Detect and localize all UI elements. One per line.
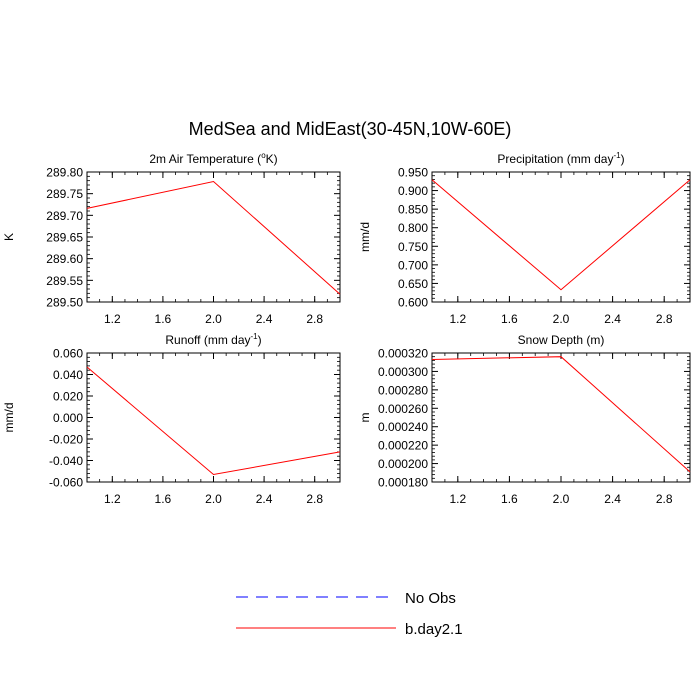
x-tick-label: 2.4 xyxy=(256,492,273,506)
panel-title-tail: ) xyxy=(621,152,625,166)
x-tick-label: 1.2 xyxy=(449,492,466,506)
x-tick-label: 2.0 xyxy=(553,312,570,326)
y-tick-label: 0.000280 xyxy=(378,383,428,397)
y-tick-label: 0.700 xyxy=(398,258,428,272)
y-axis-label: m xyxy=(358,413,372,423)
y-tick-label: 289.60 xyxy=(46,252,83,266)
series-line-b-day2-1 xyxy=(86,366,341,476)
y-axis-label: mm/d xyxy=(358,222,372,252)
y-tick-label: 289.80 xyxy=(46,166,83,180)
x-tick-label: 2.8 xyxy=(306,312,323,326)
y-tick-label: 0.040 xyxy=(53,368,83,382)
legend-label-no-obs: No Obs xyxy=(405,590,456,607)
panel-title: 2m Air Temperature (oK) xyxy=(149,151,277,166)
y-tick-label: 0.000220 xyxy=(378,439,428,453)
x-tick-label: 2.8 xyxy=(306,492,323,506)
panel-3: 1.2 1.6 2.0 2.4 2.8 0.000180 0.000200 0.000220 0… xyxy=(358,333,691,506)
y-tick-label: 0.950 xyxy=(398,166,428,180)
panel-2: 1.2 1.6 2.0 2.4 2.8 -0.060 -0.040 -0.020 0.000 0.… xyxy=(2,332,341,506)
y-tick-label: 0.800 xyxy=(398,221,428,235)
y-tick-label: 0.000320 xyxy=(378,347,428,361)
panel-title-superscript: -1 xyxy=(251,332,259,341)
panel-title-text: Snow Depth (m) xyxy=(518,333,605,347)
legend: No Obs b.day2.1 xyxy=(236,590,463,638)
y-tick-label: 0.750 xyxy=(398,240,428,254)
y-tick-label: -0.040 xyxy=(49,454,83,468)
y-tick-label: -0.020 xyxy=(49,433,83,447)
panel-title-tail: ) xyxy=(258,333,262,347)
y-tick-label: 0.000260 xyxy=(378,402,428,416)
y-tick-label: 0.650 xyxy=(398,277,428,291)
panel-title-text: Precipitation (mm day xyxy=(497,152,613,166)
y-tick-label: 0.600 xyxy=(398,296,428,310)
x-tick-label: 1.2 xyxy=(104,312,121,326)
x-tick-label: 1.2 xyxy=(104,492,121,506)
plot-frame xyxy=(431,171,691,303)
y-tick-label: -0.060 xyxy=(49,476,83,490)
y-tick-label: 289.55 xyxy=(46,274,83,288)
panels-group: 1.2 1.6 2.0 2.4 2.8 289.50 289.55 289.60 289.65 2… xyxy=(2,151,691,506)
series-line-b-day2-1 xyxy=(431,179,691,291)
x-tick-label: 2.8 xyxy=(656,492,673,506)
y-tick-label: 0.000200 xyxy=(378,457,428,471)
y-tick-label: 289.50 xyxy=(46,296,83,310)
plot-frame xyxy=(431,352,691,483)
x-tick-label: 1.6 xyxy=(155,492,172,506)
x-tick-label: 1.6 xyxy=(501,492,518,506)
y-tick-label: 0.000240 xyxy=(378,420,428,434)
panel-title-superscript: o xyxy=(261,151,266,160)
panel-title: Runoff (mm day-1) xyxy=(165,332,261,347)
y-tick-label: 0.000 xyxy=(53,411,83,425)
x-tick-label: 2.8 xyxy=(656,312,673,326)
panel-title: Snow Depth (m) xyxy=(518,333,605,347)
x-tick-label: 1.6 xyxy=(155,312,172,326)
panel-0: 1.2 1.6 2.0 2.4 2.8 289.50 289.55 289.60 289.65 2… xyxy=(2,151,341,326)
y-tick-label: 0.060 xyxy=(53,347,83,361)
y-tick-label: 289.75 xyxy=(46,187,83,201)
panel-title-tail: K) xyxy=(266,152,278,166)
x-tick-label: 1.2 xyxy=(449,312,466,326)
y-tick-label: 0.000180 xyxy=(378,476,428,490)
y-axis-label: mm/d xyxy=(2,403,16,433)
series-line-b-day2-1 xyxy=(431,356,691,473)
y-tick-label: 0.900 xyxy=(398,184,428,198)
x-tick-label: 2.4 xyxy=(604,312,621,326)
panel-title-text: 2m Air Temperature ( xyxy=(149,152,261,166)
y-tick-label: 0.850 xyxy=(398,203,428,217)
panel-title-text: Runoff (mm day xyxy=(165,333,250,347)
x-tick-label: 2.4 xyxy=(604,492,621,506)
panel-title: Precipitation (mm day-1) xyxy=(497,151,624,166)
panel-title-superscript: -1 xyxy=(613,151,621,160)
y-tick-label: 289.65 xyxy=(46,231,83,245)
x-tick-label: 2.0 xyxy=(205,492,222,506)
panel-1: 1.2 1.6 2.0 2.4 2.8 0.600 0.650 0.700 0.750 0.800… xyxy=(358,151,691,326)
figure-title: MedSea and MidEast(30-45N,10W-60E) xyxy=(189,119,512,139)
x-tick-label: 1.6 xyxy=(501,312,518,326)
x-tick-label: 2.0 xyxy=(205,312,222,326)
plot-frame xyxy=(86,352,341,483)
y-axis-label: K xyxy=(2,233,16,241)
series-line-b-day2-1 xyxy=(86,180,341,295)
plot-frame xyxy=(86,171,341,303)
y-tick-label: 289.70 xyxy=(46,209,83,223)
x-tick-label: 2.4 xyxy=(256,312,273,326)
x-tick-label: 2.0 xyxy=(553,492,570,506)
y-tick-label: 0.000300 xyxy=(378,365,428,379)
y-tick-label: 0.020 xyxy=(53,390,83,404)
legend-label-b-day2-1: b.day2.1 xyxy=(405,621,463,638)
